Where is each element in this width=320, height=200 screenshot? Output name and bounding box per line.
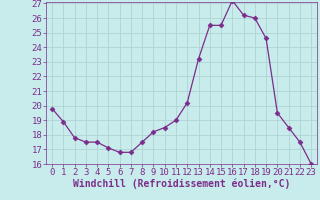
X-axis label: Windchill (Refroidissement éolien,°C): Windchill (Refroidissement éolien,°C)	[73, 179, 290, 189]
